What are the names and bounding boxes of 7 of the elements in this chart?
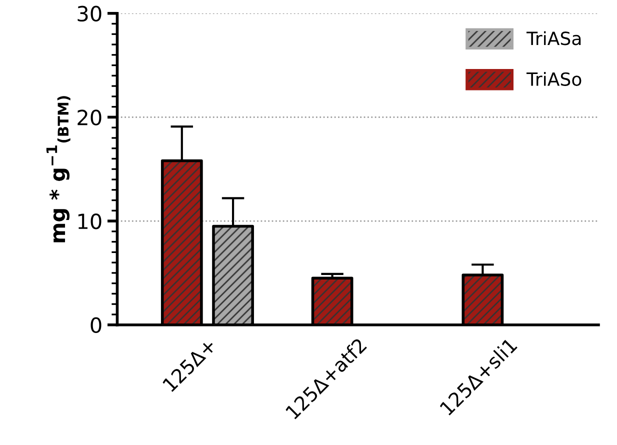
y-tick-label: 20 — [78, 110, 102, 126]
y-tick-label: 0 — [90, 317, 102, 334]
legend-label: TriASo — [526, 72, 582, 86]
y-tick-label: 30 — [78, 6, 102, 22]
y-tick-label: 10 — [78, 213, 102, 230]
y-axis-title: mg * g$^{−1}$$_{(BTM)}$ — [46, 96, 70, 242]
legend-label: TriASa — [526, 31, 581, 46]
